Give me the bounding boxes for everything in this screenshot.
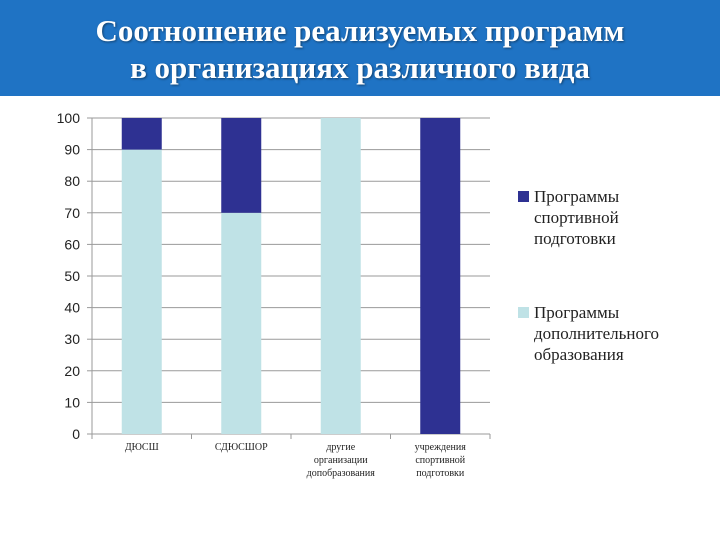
bar-segment <box>221 212 262 434</box>
legend-label: Программы дополнительного образования <box>534 303 660 364</box>
y-tick-label: 80 <box>64 173 80 189</box>
x-category-label: спортивной <box>415 455 465 466</box>
y-tick-label: 100 <box>57 110 81 126</box>
bar-segment <box>420 118 461 434</box>
y-tick-label: 50 <box>64 268 80 284</box>
legend-label: Программы спортивной подготовки <box>534 187 620 248</box>
x-category-label: организации <box>314 455 368 466</box>
bar-segment <box>121 149 162 434</box>
legend-swatch <box>518 307 529 318</box>
bar-segment <box>121 118 162 150</box>
slide-title: Соотношение реализуемых программ в орган… <box>0 0 720 96</box>
x-category-label: подготовки <box>416 468 465 479</box>
legend-swatch <box>518 191 529 202</box>
title-line-1: Соотношение реализуемых программ <box>95 13 625 48</box>
bar-segment <box>221 118 262 213</box>
y-tick-label: 0 <box>72 426 80 442</box>
stacked-bar-chart: 0 10 20 30 40 50 60 70 80 90 100 ДЮСШ СДЮСШОР другие о… <box>57 110 491 479</box>
x-category-label: СДЮСШОР <box>215 442 268 453</box>
x-category-label: ДЮСШ <box>125 442 159 453</box>
title-line-2: в организациях различного вида <box>130 50 590 85</box>
x-category-label: учреждения <box>415 442 467 453</box>
x-category-label: допобразования <box>307 468 376 479</box>
bar-segment <box>320 118 361 434</box>
y-tick-label: 90 <box>64 142 80 158</box>
y-tick-label: 70 <box>64 205 80 221</box>
y-tick-label: 20 <box>64 363 80 379</box>
x-category-label: другие <box>326 442 355 453</box>
y-tick-label: 10 <box>64 394 80 410</box>
y-tick-label: 30 <box>64 331 80 347</box>
y-tick-label: 40 <box>64 300 80 316</box>
y-tick-label: 60 <box>64 236 80 252</box>
